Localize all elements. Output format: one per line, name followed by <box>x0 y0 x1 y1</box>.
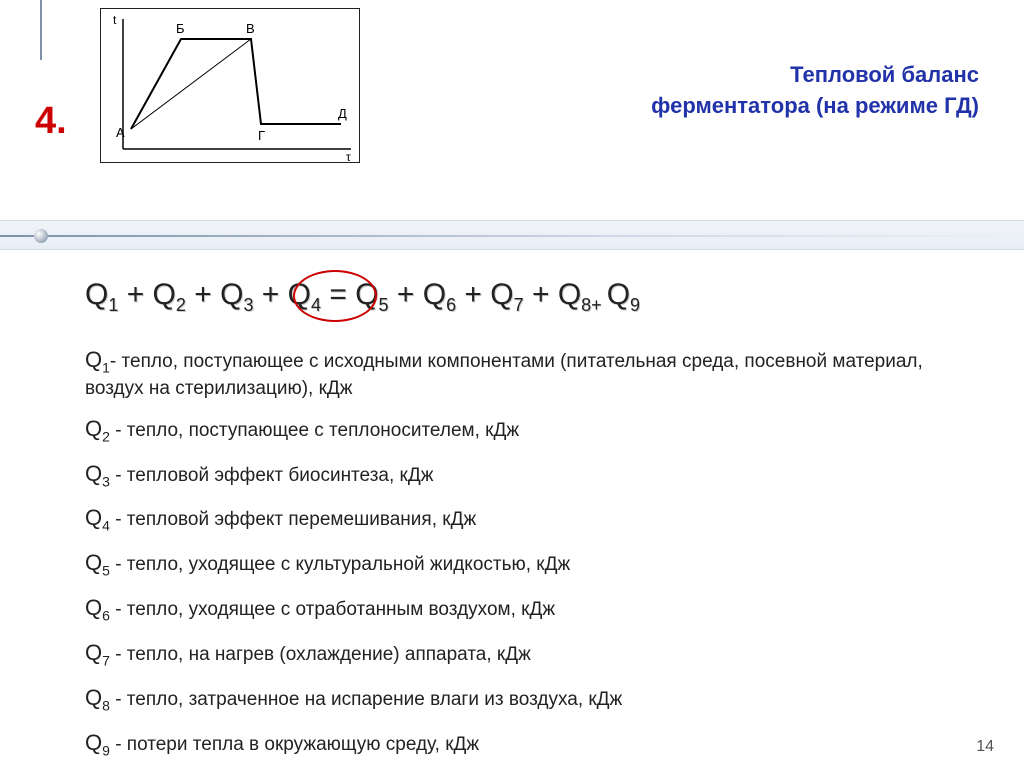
svg-text:В: В <box>246 21 255 36</box>
title-line-1: Тепловой баланс <box>790 62 979 87</box>
definition-row: Q9 - потери тепла в окружающую среду, кД… <box>85 729 974 760</box>
temperature-graph: t τ А Б В Г Д <box>100 8 360 163</box>
svg-text:t: t <box>113 13 117 27</box>
page-number: 14 <box>976 738 994 756</box>
svg-text:Б: Б <box>176 21 185 36</box>
definition-row: Q5 - тепло, уходящее с культуральной жид… <box>85 549 974 580</box>
decor-band <box>0 220 1024 250</box>
definition-row: Q3 - тепловой эффект биосинтеза, кДж <box>85 460 974 491</box>
svg-text:τ: τ <box>346 150 351 164</box>
definition-row: Q1- тепло, поступающее с исходными компо… <box>85 346 974 401</box>
title-line-2: ферментатора (на режиме ГД) <box>651 93 979 118</box>
definition-row: Q8 - тепло, затраченное на испарение вла… <box>85 684 974 715</box>
definition-row: Q2 - тепло, поступающее с теплоносителем… <box>85 415 974 446</box>
header-region: 4. t τ А Б В Г Д Тепловой баланс фермент… <box>0 0 1024 220</box>
definition-row: Q6 - тепло, уходящее с отработанным возд… <box>85 594 974 625</box>
slide-number: 4. <box>35 100 67 143</box>
svg-text:А: А <box>116 125 125 140</box>
decor-vertical-line <box>40 0 42 60</box>
heat-balance-equation: Q1 + Q2 + Q3 + Q4 = Q5 + Q6 + Q7 + Q8+ Q… <box>85 278 974 316</box>
definition-row: Q7 - тепло, на нагрев (охлаждение) аппар… <box>85 639 974 670</box>
slide-title: Тепловой баланс ферментатора (на режиме … <box>651 60 979 122</box>
decor-dot <box>34 229 48 243</box>
circled-term <box>293 270 377 322</box>
decor-horizontal-line <box>0 235 1024 237</box>
content-region: Q1 + Q2 + Q3 + Q4 = Q5 + Q6 + Q7 + Q8+ Q… <box>0 250 1024 760</box>
definitions-list: Q1- тепло, поступающее с исходными компо… <box>85 346 974 760</box>
svg-text:Г: Г <box>258 128 265 143</box>
svg-text:Д: Д <box>338 106 347 121</box>
definition-row: Q4 - тепловой эффект перемешивания, кДж <box>85 504 974 535</box>
